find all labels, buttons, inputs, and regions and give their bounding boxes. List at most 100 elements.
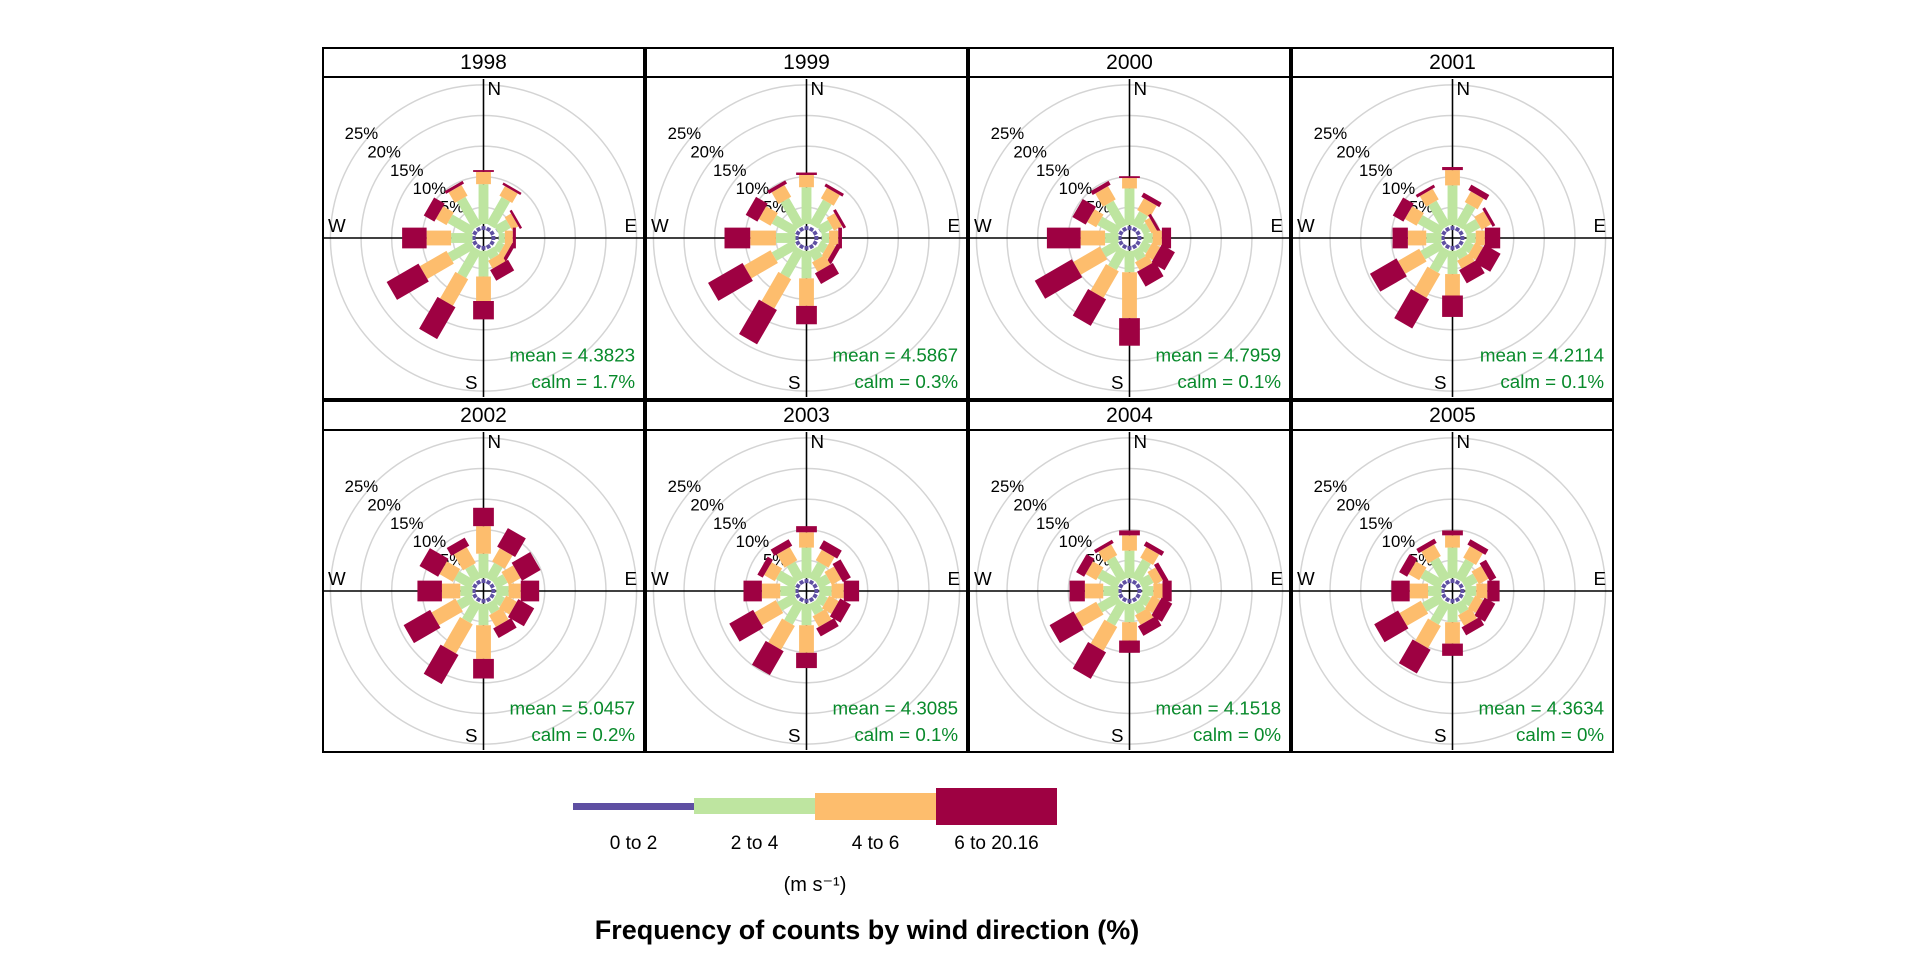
compass-east-label: E	[948, 568, 961, 589]
petal-300deg	[745, 196, 801, 236]
petal-270deg	[743, 580, 799, 602]
petal-240deg	[1049, 593, 1124, 644]
ring-label-25: 25%	[1314, 124, 1348, 143]
ring-label-20: 20%	[690, 142, 724, 161]
compass-west-label: W	[974, 215, 992, 236]
petal-120deg	[1135, 240, 1175, 271]
petal-180deg	[1119, 598, 1140, 653]
ring-label-20: 20%	[1336, 142, 1370, 161]
ring-label-10: 10%	[1059, 179, 1093, 198]
compass-south-label: S	[1111, 372, 1124, 393]
petal-30deg	[1454, 184, 1490, 233]
petal-300deg	[1399, 554, 1447, 589]
petal-240deg	[1369, 240, 1447, 292]
petal-150deg	[808, 243, 840, 284]
compass-south-label: S	[1111, 725, 1124, 746]
petal-60deg	[1135, 213, 1162, 236]
compass-north-label: N	[1133, 78, 1147, 99]
mean-value-label: mean = 4.7959	[1155, 344, 1281, 365]
compass-south-label: S	[465, 372, 478, 393]
ring-label-10: 10%	[1382, 179, 1416, 198]
ring-label-15: 15%	[1036, 161, 1070, 180]
mean-value-label: mean = 4.1518	[1155, 697, 1281, 718]
petal-330deg	[1090, 180, 1128, 233]
compass-south-label: S	[1434, 725, 1447, 746]
petal-240deg	[729, 593, 801, 642]
petal-30deg	[1454, 539, 1489, 586]
ring-label-15: 15%	[713, 514, 747, 533]
petal-0deg	[1119, 530, 1140, 584]
petal-210deg	[751, 596, 805, 676]
petal-330deg	[1093, 539, 1128, 586]
ring-label-15: 15%	[390, 514, 424, 533]
petal-180deg	[796, 245, 817, 325]
calm-value-label: calm = 0%	[1516, 724, 1604, 745]
compass-north-label: N	[1133, 431, 1147, 452]
compass-west-label: W	[328, 215, 346, 236]
mean-value-label: mean = 4.3823	[509, 344, 635, 365]
compass-west-label: W	[974, 568, 992, 589]
petal-60deg	[1458, 207, 1496, 236]
petal-180deg	[796, 598, 817, 669]
petal-240deg	[1374, 593, 1447, 643]
petal-300deg	[423, 197, 478, 236]
ring-label-20: 20%	[1013, 495, 1047, 514]
panel-year-title: 2002	[322, 400, 645, 431]
ring-label-20: 20%	[367, 142, 401, 161]
legend-label: 4 to 6	[851, 833, 900, 854]
compass-east-label: E	[1271, 568, 1284, 589]
petal-60deg	[489, 552, 541, 589]
petal-90deg	[1137, 227, 1172, 249]
compass-north-label: N	[487, 431, 501, 452]
petal-240deg	[403, 593, 478, 644]
petal-240deg	[708, 240, 801, 301]
compass-east-label: E	[1271, 215, 1284, 236]
petal-90deg	[1460, 580, 1500, 602]
mean-value-label: mean = 4.5867	[832, 344, 958, 365]
petal-150deg	[485, 243, 515, 281]
petal-90deg	[1137, 580, 1172, 602]
petal-210deg	[1394, 243, 1451, 329]
compass-east-label: E	[1594, 568, 1607, 589]
petal-210deg	[419, 243, 482, 340]
petal-210deg	[423, 596, 482, 685]
ring-label-25: 25%	[345, 124, 379, 143]
petal-270deg	[1392, 227, 1445, 249]
petal-240deg	[1034, 240, 1124, 299]
panel-year-title: 2005	[1291, 400, 1614, 431]
petal-30deg	[485, 182, 522, 233]
panel-year-title: 2003	[645, 400, 968, 431]
petal-30deg	[808, 540, 842, 586]
ring-label-25: 25%	[1314, 477, 1348, 496]
panel-year-title: 2004	[968, 400, 1291, 431]
petal-150deg	[808, 596, 839, 637]
ring-label-15: 15%	[1359, 161, 1393, 180]
petal-180deg	[473, 245, 494, 320]
legend-label: 0 to 2	[609, 833, 658, 854]
compass-west-label: W	[328, 568, 346, 589]
petal-0deg	[1442, 167, 1463, 231]
ring-label-10: 10%	[413, 532, 447, 551]
ring-label-15: 15%	[1036, 514, 1070, 533]
calm-value-label: calm = 0.3%	[854, 371, 958, 392]
petal-270deg	[1069, 580, 1122, 602]
legend-label: 2 to 4	[730, 833, 779, 854]
petal-150deg	[1131, 596, 1162, 636]
calm-value-label: calm = 1.7%	[531, 371, 635, 392]
petal-30deg	[1131, 192, 1162, 233]
petal-180deg	[1119, 245, 1140, 346]
petal-0deg	[473, 507, 494, 584]
petal-210deg	[1398, 596, 1451, 674]
compass-east-label: E	[625, 568, 638, 589]
